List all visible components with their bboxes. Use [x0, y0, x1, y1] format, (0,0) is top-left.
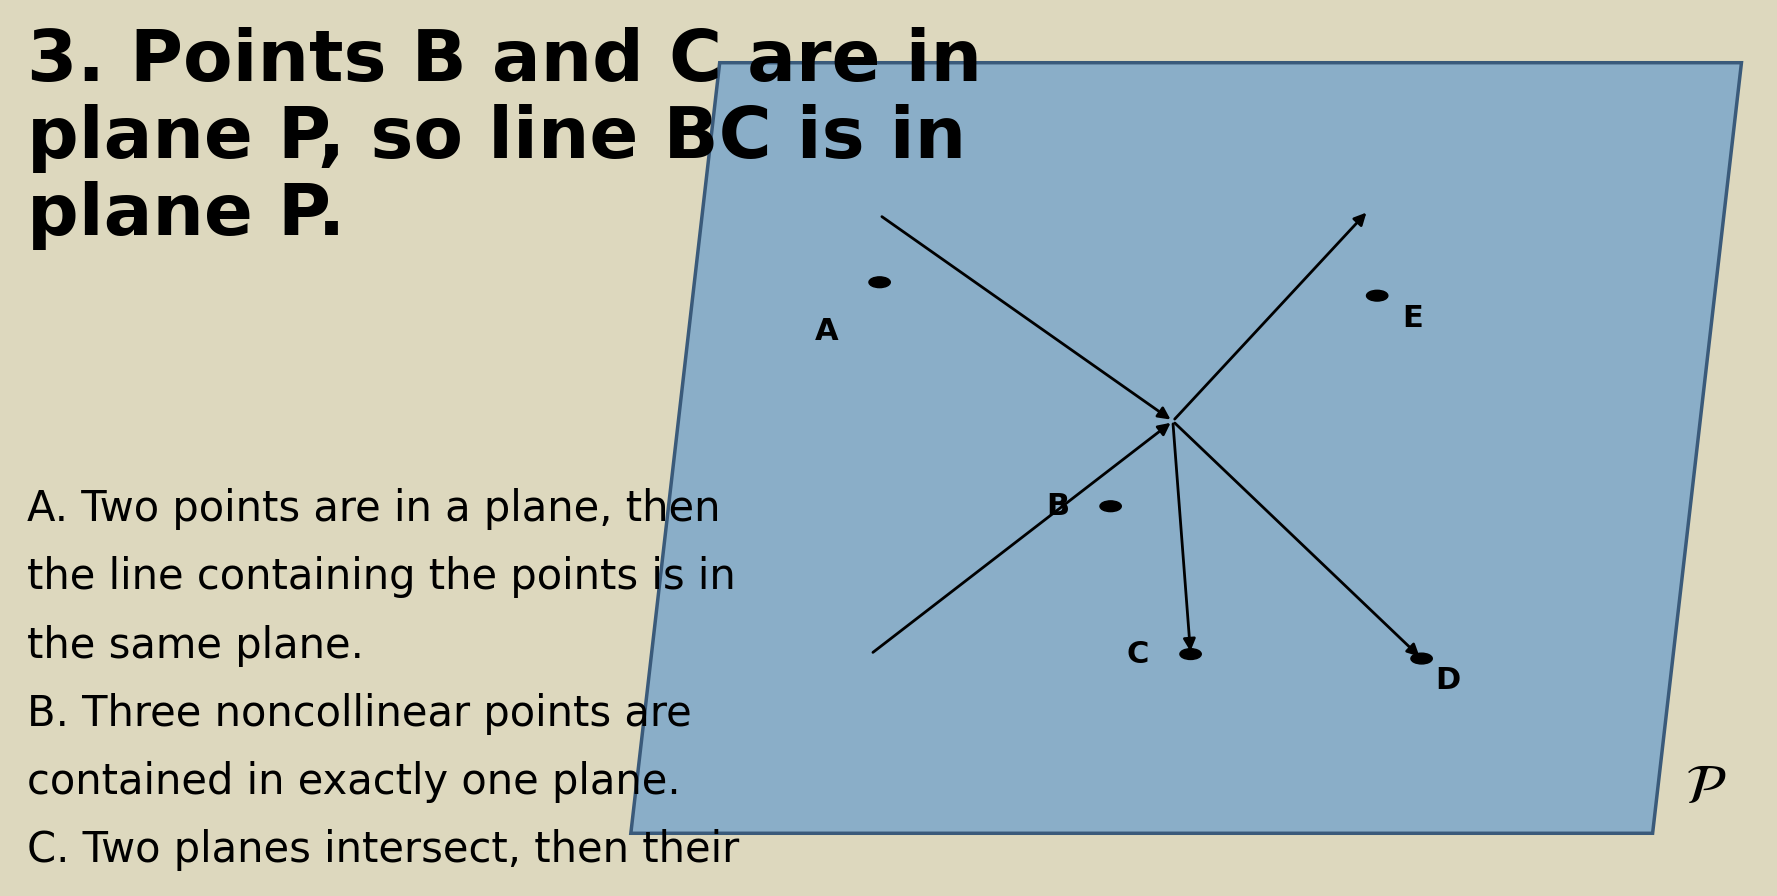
- Circle shape: [1367, 290, 1388, 301]
- Text: $\mathcal{P}$: $\mathcal{P}$: [1685, 762, 1727, 815]
- Text: B. Three noncollinear points are: B. Three noncollinear points are: [27, 693, 691, 735]
- Text: C: C: [1127, 640, 1148, 668]
- Text: the same plane.: the same plane.: [27, 625, 364, 667]
- Circle shape: [1100, 501, 1121, 512]
- Text: 3. Points B and C are in
plane P, so line BC is in
plane P.: 3. Points B and C are in plane P, so lin…: [27, 27, 981, 250]
- Text: B: B: [1045, 492, 1070, 521]
- Text: E: E: [1402, 304, 1423, 332]
- Text: C. Two planes intersect, then their: C. Two planes intersect, then their: [27, 829, 739, 871]
- Circle shape: [1180, 649, 1201, 659]
- Text: contained in exactly one plane.: contained in exactly one plane.: [27, 761, 681, 803]
- Text: A. Two points are in a plane, then: A. Two points are in a plane, then: [27, 488, 720, 530]
- Circle shape: [1411, 653, 1432, 664]
- Polygon shape: [631, 63, 1741, 833]
- Text: D: D: [1436, 667, 1461, 695]
- Text: the line containing the points is in: the line containing the points is in: [27, 556, 736, 599]
- Circle shape: [869, 277, 890, 288]
- Text: A: A: [814, 317, 839, 346]
